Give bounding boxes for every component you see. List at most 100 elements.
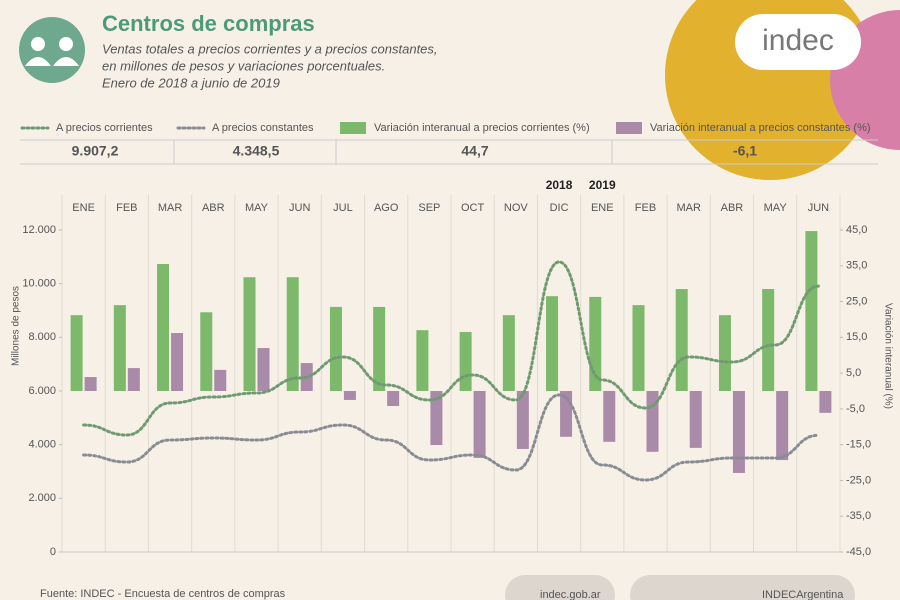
bar bbox=[632, 305, 645, 391]
x-tick-label: FEB bbox=[116, 202, 137, 214]
footer-pill bbox=[505, 575, 615, 600]
x-tick-label: OCT bbox=[461, 202, 485, 214]
website[interactable]: indec.gob.ar bbox=[540, 589, 601, 600]
x-tick-label: ENE bbox=[72, 202, 95, 214]
bar bbox=[127, 368, 140, 391]
subtitle: en millones de pesos y variaciones porce… bbox=[102, 58, 385, 73]
legend-label: A precios constantes bbox=[212, 122, 314, 134]
bar bbox=[776, 391, 789, 461]
y-axis-label: Millones de pesos bbox=[11, 286, 22, 366]
bar bbox=[502, 315, 515, 391]
summary-value: 44,7 bbox=[461, 143, 488, 159]
y2-axis-label: Variación interanual (%) bbox=[882, 303, 893, 409]
bar bbox=[819, 391, 832, 413]
bar bbox=[603, 391, 616, 442]
summary-value: -6,1 bbox=[733, 143, 757, 159]
x-tick-label: ABR bbox=[721, 202, 744, 214]
icon-part bbox=[59, 37, 73, 51]
bar bbox=[430, 391, 443, 446]
bar bbox=[373, 306, 386, 391]
y2-tick-label: -5,0 bbox=[846, 403, 865, 415]
y2-tick-label: -15,0 bbox=[846, 439, 871, 451]
bar bbox=[416, 330, 429, 391]
icon-part bbox=[31, 37, 45, 51]
bar bbox=[257, 348, 270, 391]
legend-swatch bbox=[340, 122, 366, 134]
footer-pill bbox=[630, 575, 855, 600]
x-tick-label: JUN bbox=[289, 202, 310, 214]
bar bbox=[70, 315, 83, 391]
y2-tick-label: 15,0 bbox=[846, 331, 867, 343]
bar bbox=[473, 391, 486, 458]
y-tick-label: 2.000 bbox=[28, 492, 56, 504]
bar bbox=[84, 377, 97, 391]
x-tick-label: SEP bbox=[418, 202, 440, 214]
bar bbox=[200, 312, 213, 391]
x-tick-label: NOV bbox=[504, 202, 529, 214]
legend-swatch bbox=[616, 122, 642, 134]
icon-part bbox=[25, 57, 79, 66]
y-tick-label: 10.000 bbox=[22, 278, 56, 290]
y2-tick-label: -25,0 bbox=[846, 474, 871, 486]
y-tick-label: 12.000 bbox=[22, 224, 56, 236]
logo-pill bbox=[735, 14, 861, 70]
x-tick-label: ENE bbox=[591, 202, 614, 214]
bar bbox=[689, 391, 702, 448]
bar bbox=[171, 333, 184, 391]
bar bbox=[286, 277, 299, 391]
summary-value: 9.907,2 bbox=[72, 143, 119, 159]
x-tick-label: MAY bbox=[245, 202, 269, 214]
year-label: 2019 bbox=[589, 178, 616, 192]
x-tick-label: AGO bbox=[374, 202, 399, 214]
bar bbox=[805, 231, 818, 391]
bar bbox=[675, 289, 688, 391]
bar bbox=[516, 391, 529, 449]
bar bbox=[387, 391, 400, 407]
social[interactable]: INDECArgentina bbox=[762, 589, 844, 600]
bar bbox=[329, 306, 342, 391]
line bbox=[82, 260, 820, 437]
y-tick-label: 8.000 bbox=[28, 331, 56, 343]
y2-tick-label: 5,0 bbox=[846, 367, 861, 379]
y-tick-label: 6.000 bbox=[28, 385, 56, 397]
x-tick-label: JUN bbox=[808, 202, 829, 214]
x-tick-label: ABR bbox=[202, 202, 225, 214]
icon bbox=[19, 17, 85, 83]
source: Fuente: INDEC - Encuesta de centros de c… bbox=[40, 588, 286, 600]
bar bbox=[546, 296, 559, 391]
y-tick-label: 4.000 bbox=[28, 439, 56, 451]
bar bbox=[718, 315, 731, 391]
x-tick-label: FEB bbox=[635, 202, 656, 214]
line bbox=[82, 393, 820, 482]
y2-tick-label: 35,0 bbox=[846, 260, 867, 272]
bar bbox=[243, 277, 256, 391]
x-tick-label: MAR bbox=[676, 202, 701, 214]
year-label: 2018 bbox=[546, 178, 573, 192]
y2-tick-label: 45,0 bbox=[846, 224, 867, 236]
subtitle: Enero de 2018 a junio de 2019 bbox=[102, 75, 280, 90]
bar bbox=[113, 305, 126, 391]
logo: indec bbox=[762, 24, 834, 57]
bar bbox=[459, 331, 472, 391]
summary-value: 4.348,5 bbox=[233, 143, 280, 159]
bar bbox=[732, 391, 745, 473]
chart-title: Centros de compras bbox=[102, 11, 315, 36]
x-tick-label: MAR bbox=[158, 202, 183, 214]
legend-label: Variación interanual a precios constante… bbox=[650, 122, 871, 134]
bar bbox=[762, 289, 775, 391]
y-tick-label: 0 bbox=[50, 546, 56, 558]
x-tick-label: JUL bbox=[333, 202, 353, 214]
bar bbox=[214, 369, 227, 391]
legend-label: Variación interanual a precios corriente… bbox=[374, 122, 590, 134]
x-tick-label: DIC bbox=[550, 202, 569, 214]
bar bbox=[343, 391, 356, 400]
y2-tick-label: -45,0 bbox=[846, 546, 871, 558]
legend-label: A precios corrientes bbox=[56, 122, 153, 134]
subtitle: Ventas totales a precios corrientes y a … bbox=[102, 41, 438, 56]
x-tick-label: MAY bbox=[764, 202, 788, 214]
bar bbox=[157, 263, 170, 391]
y2-tick-label: 25,0 bbox=[846, 295, 867, 307]
y2-tick-label: -35,0 bbox=[846, 510, 871, 522]
